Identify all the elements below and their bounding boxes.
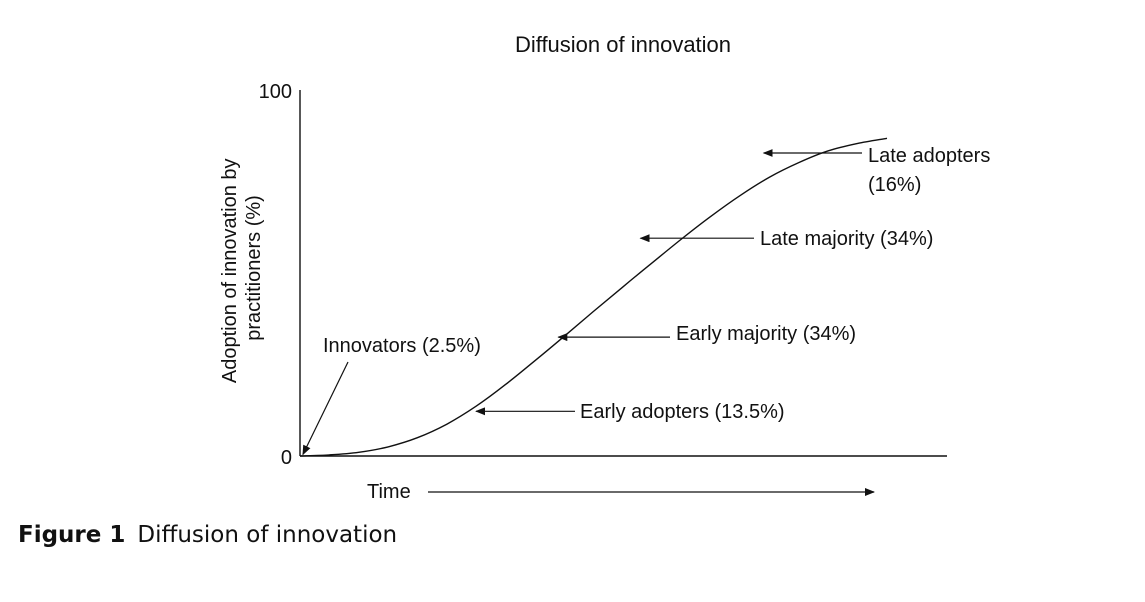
annotation-label-4: Late majority (34%) — [760, 228, 933, 250]
adoption-curve — [299, 137, 888, 457]
annotation-label-2-line-1: Early adopters (13.5%) — [580, 401, 785, 423]
annotation-label-4-line-1: Late majority (34%) — [760, 228, 933, 250]
y-axis-title: Adoption of innovation by practitioners … — [219, 153, 265, 383]
figure-caption: Figure 1 Diffusion of innovation — [18, 522, 397, 548]
annotation-label-2: Early adopters (13.5%) — [580, 401, 785, 423]
annotation-label-5: Late adopters (16%) — [868, 145, 990, 196]
figure-caption-text: Diffusion of innovation — [137, 522, 398, 548]
annotation-label-3-line-1: Early majority (34%) — [676, 323, 856, 345]
y-axis-title-line-1: Adoption of innovation by — [219, 158, 241, 383]
annotation-label-5-line-1: Late adopters — [868, 145, 990, 167]
figure-caption-label: Figure 1 — [18, 522, 126, 548]
annotation-label-1: Innovators (2.5%) — [323, 335, 481, 357]
y-tick-label-min: 0 — [281, 447, 292, 469]
annotation-group: Innovators (2.5%) Early adopters (13.5%) E… — [302, 145, 990, 456]
diffusion-chart: Diffusion of innovation 100 0 Adoption o… — [219, 32, 990, 503]
chart-title: Diffusion of innovation — [515, 32, 731, 57]
annotation-label-3: Early majority (34%) — [676, 323, 856, 345]
annotation-arrow-1 — [302, 361, 349, 456]
x-axis-title: Time — [367, 481, 411, 503]
annotation-label-1-line-1: Innovators (2.5%) — [323, 335, 481, 357]
y-axis-title-line-2: practitioners (%) — [243, 195, 265, 341]
y-tick-label-max: 100 — [259, 81, 292, 103]
annotation-label-5-line-2: (16%) — [868, 174, 921, 196]
